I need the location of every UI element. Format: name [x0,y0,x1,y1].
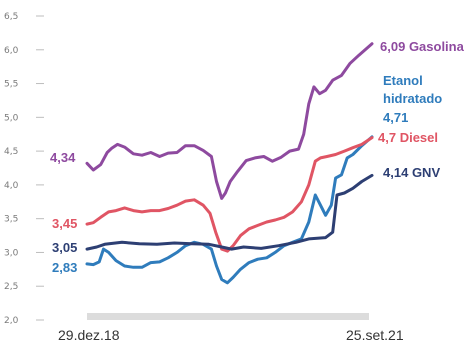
diesel-name: Diesel [400,130,438,145]
gnv-start-label: 3,05 [52,240,77,255]
gnv-line [85,173,374,251]
gridlines [36,15,44,321]
gasolina-name: Gasolina [409,39,465,54]
etanol-line [85,135,374,285]
svg-text:4,14 GNV: 4,14 GNV [383,165,440,180]
gnv-end-value: 4,14 [383,165,409,180]
etanol-end-label: 4,71 [383,110,408,125]
gasolina-start-label: 4,34 [50,150,76,165]
svg-text:6,09 Gasolina: 6,09 Gasolina [380,39,465,54]
x-axis-band [87,313,369,320]
etanol-name: Etanol hidratado [383,73,442,106]
y-tick-label: 2,0 [4,316,19,326]
x-label-end: 25.set.21 [346,327,404,343]
y-tick-label: 3,5 [4,215,18,225]
y-tick-label: 6,0 [4,46,19,56]
y-axis-ticks: 6,5 6,0 5,5 5,0 4,5 4,0 3,5 3,0 2,5 2,0 [4,12,19,326]
y-tick-label: 4,0 [4,181,19,191]
y-tick-label: 6,5 [4,12,18,22]
svg-text:4,7 Diesel: 4,7 Diesel [378,130,438,145]
gasolina-end-label: 6,09 Gasolina [380,39,465,54]
series-lines [85,42,374,285]
y-tick-label: 5,0 [4,113,19,123]
diesel-start-label: 3,45 [52,216,77,231]
y-tick-label: 2,5 [4,282,18,292]
etanol-name-line2: hidratado [383,91,442,106]
diesel-line [85,136,374,253]
gnv-name: GNV [412,165,441,180]
y-tick-label: 4,5 [4,147,18,157]
etanol-name-line1: Etanol [383,73,423,88]
gasolina-end-value: 6,09 [380,39,405,54]
y-tick-label: 3,0 [4,248,19,258]
diesel-end-value: 4,7 [378,130,396,145]
gasolina-line [85,42,374,200]
gnv-end-label: 4,14 GNV [383,165,440,180]
x-label-start: 29.dez.18 [58,327,120,343]
y-tick-label: 5,5 [4,80,18,90]
etanol-start-label: 2,83 [52,260,77,275]
diesel-end-label: 4,7 Diesel [378,130,438,145]
